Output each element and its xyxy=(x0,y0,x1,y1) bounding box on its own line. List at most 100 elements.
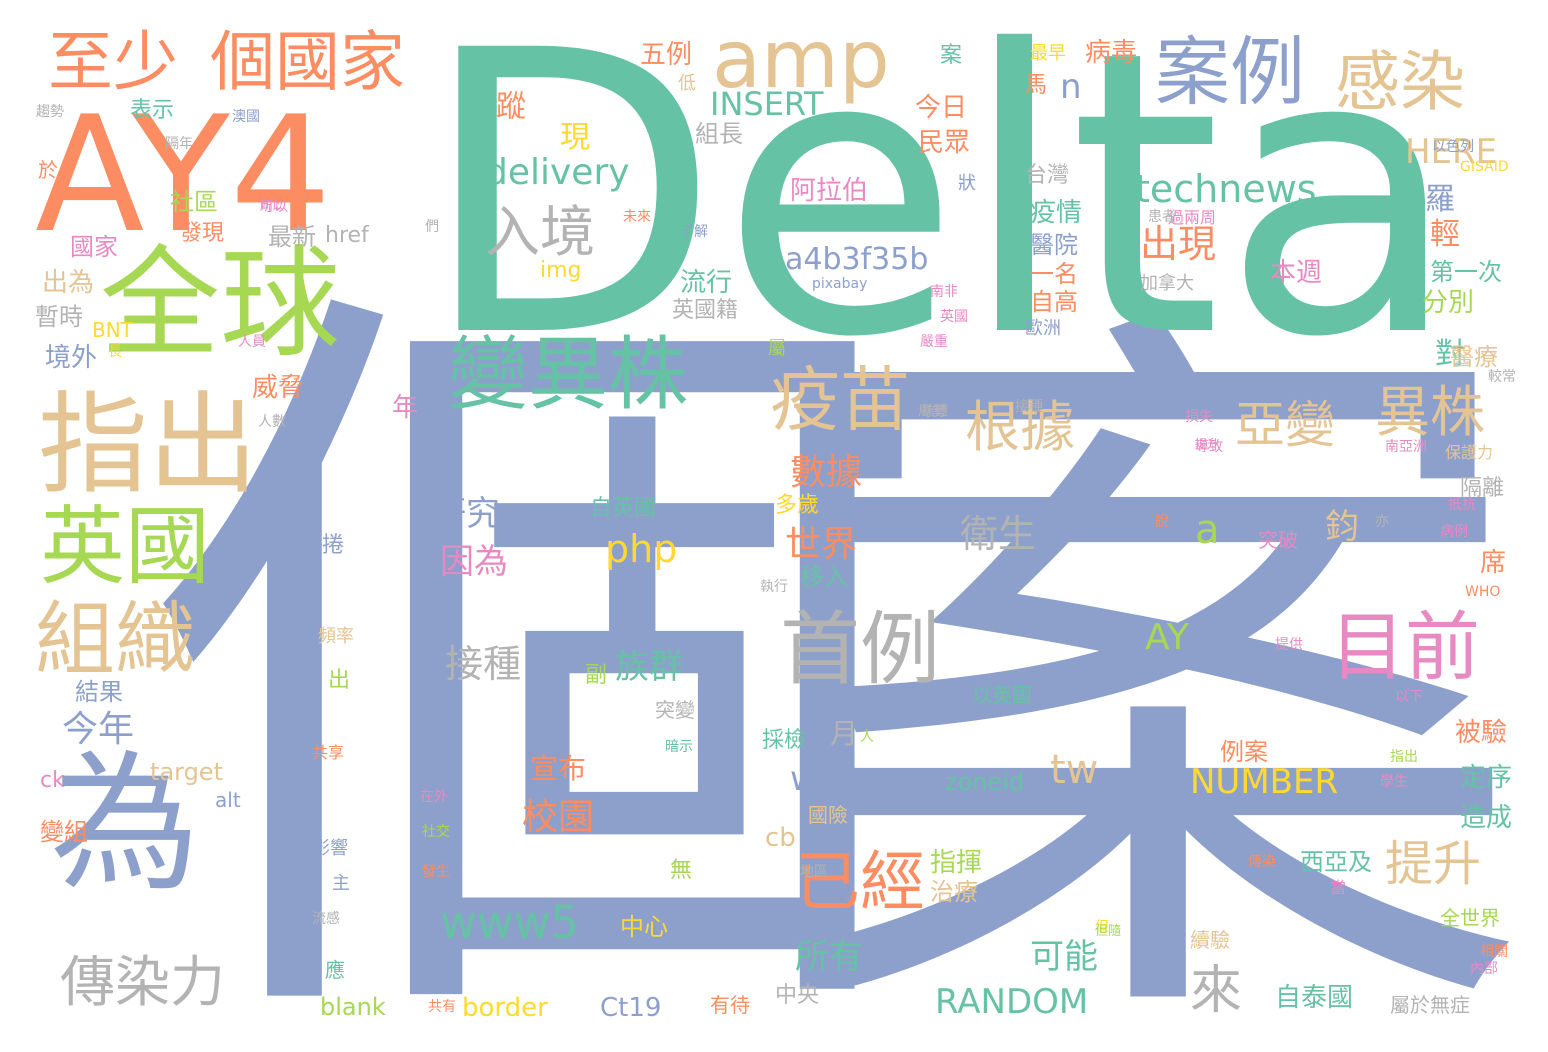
cloud-word: 出現 xyxy=(1140,222,1217,266)
cloud-word: 可以 xyxy=(260,199,288,215)
cloud-word: 今年 xyxy=(62,709,135,750)
cloud-word: 族群 xyxy=(615,647,683,687)
cloud-word: 南亞洲 xyxy=(1385,439,1427,455)
cloud-word: 鈞 xyxy=(1325,507,1359,547)
cloud-word: 捲 xyxy=(322,533,345,558)
cloud-word: 損失 xyxy=(1185,409,1213,425)
cloud-word: 威脅 xyxy=(252,373,305,403)
cloud-word: 至少 xyxy=(48,25,179,100)
cloud-word: 突變 xyxy=(655,698,695,722)
cloud-word: tw xyxy=(1050,747,1099,793)
cloud-word: 一名 xyxy=(1030,260,1078,288)
cloud-word: 當 xyxy=(1330,878,1347,897)
cloud-word: 共有 xyxy=(428,999,456,1015)
cloud-word: 案 xyxy=(940,43,963,68)
cloud-word: 流行 xyxy=(680,268,733,298)
cloud-word: 醫院 xyxy=(1030,231,1078,259)
cloud-word: 頻率 xyxy=(318,626,354,647)
cloud-word: 首例 xyxy=(780,603,940,696)
cloud-word: 月 xyxy=(830,717,859,750)
cloud-word: blank xyxy=(320,993,386,1021)
cloud-word: 突破 xyxy=(1258,528,1298,552)
cloud-word: technews xyxy=(1135,167,1317,211)
cloud-word: 所以 xyxy=(260,199,285,213)
cloud-word: 中心 xyxy=(620,913,668,941)
cloud-word: 目前 xyxy=(1330,603,1481,691)
cloud-word: 出為 xyxy=(42,268,95,298)
cloud-word: 台灣 xyxy=(1025,163,1070,188)
cloud-word: 個 xyxy=(150,230,910,1052)
cloud-word: 在外 xyxy=(420,789,448,805)
cloud-word: www xyxy=(790,759,874,799)
cloud-word: 席 xyxy=(1480,548,1507,578)
cloud-word: 案例 xyxy=(1155,28,1306,116)
cloud-word: 影響 xyxy=(312,838,348,859)
cloud-word: 提升 xyxy=(1195,437,1220,451)
cloud-word: 狀 xyxy=(958,173,976,194)
cloud-word: 中央 xyxy=(775,983,820,1008)
cloud-word: 社交 xyxy=(422,824,450,840)
cloud-word: 國險 xyxy=(808,803,848,827)
cloud-word: 馬 xyxy=(1025,73,1048,98)
cloud-word: 自泰國 xyxy=(1275,983,1354,1013)
cloud-word: 於 xyxy=(38,158,58,182)
cloud-word: 病毒 xyxy=(1085,38,1138,68)
cloud-word: 個國家 xyxy=(210,25,406,100)
cloud-word: 指出 xyxy=(38,381,258,509)
cloud-word: 執行 xyxy=(760,579,788,595)
cloud-word: delivery xyxy=(485,152,630,193)
cloud-word: 羅 xyxy=(1425,182,1455,217)
cloud-word: n xyxy=(1060,67,1082,107)
cloud-word: 提升 xyxy=(1385,836,1482,892)
cloud-word: 屬 xyxy=(768,338,786,359)
cloud-word: 歐洲 xyxy=(1025,318,1061,339)
cloud-word: 傳染 xyxy=(1248,854,1276,870)
cloud-word: 現 xyxy=(560,120,590,155)
cloud-word: 世界 xyxy=(785,524,858,565)
cloud-word: 長 xyxy=(108,344,122,360)
cloud-word: 抵抗 xyxy=(1448,497,1476,513)
cloud-word: 出 xyxy=(328,668,351,693)
cloud-word: 說 xyxy=(1155,514,1169,530)
cloud-word: 暗示 xyxy=(665,739,693,755)
cloud-word: 續驗 xyxy=(1190,928,1230,952)
cloud-word: 最早 xyxy=(1030,43,1066,64)
cloud-word: 已經 xyxy=(795,845,926,920)
cloud-word: 異株 xyxy=(1375,380,1486,444)
cloud-word: 變組 xyxy=(40,818,88,846)
cloud-word: cb xyxy=(765,823,796,853)
cloud-word: 流感 xyxy=(312,911,340,927)
cloud-word: 發生 xyxy=(422,864,450,880)
cloud-word: 但隨 xyxy=(1095,924,1122,939)
cloud-word: 宣布 xyxy=(530,752,587,785)
cloud-word: 疫苗 xyxy=(770,359,910,441)
cloud-word: 人數 xyxy=(258,414,286,430)
cloud-word: 根據 xyxy=(965,395,1076,459)
cloud-word: 採檢 xyxy=(762,728,807,753)
cloud-word: php xyxy=(605,527,678,571)
cloud-word: 來 xyxy=(1190,961,1243,1021)
cloud-word: 內部 xyxy=(1470,961,1498,977)
cloud-word: href xyxy=(325,223,369,248)
cloud-word: img xyxy=(540,258,582,283)
cloud-word: 保護力 xyxy=(1445,443,1494,462)
cloud-word: a xyxy=(1195,507,1220,553)
cloud-word: 境外 xyxy=(45,343,98,373)
cloud-word: 英國 xyxy=(940,309,968,325)
cloud-word: pixabay xyxy=(812,276,868,292)
cloud-word: 為 xyxy=(50,738,201,912)
cloud-word: 蹤 xyxy=(490,90,525,120)
cloud-word: 組長 xyxy=(695,120,743,148)
cloud-word: 屬於無症 xyxy=(1390,993,1470,1017)
cloud-word: 共享 xyxy=(312,743,345,762)
cloud-word: 分別 xyxy=(1422,288,1475,318)
cloud-word: 無 xyxy=(670,858,693,883)
cloud-word: NUMBER xyxy=(1190,762,1339,802)
cloud-word: 南非 xyxy=(930,284,958,300)
cloud-word: 國家 xyxy=(70,233,118,261)
cloud-word: 移入 xyxy=(800,563,848,591)
cloud-word: 表示 xyxy=(130,98,175,123)
cloud-word: 低 xyxy=(678,73,696,94)
cloud-word: 發現 xyxy=(180,221,225,246)
cloud-word: 主 xyxy=(332,873,350,894)
